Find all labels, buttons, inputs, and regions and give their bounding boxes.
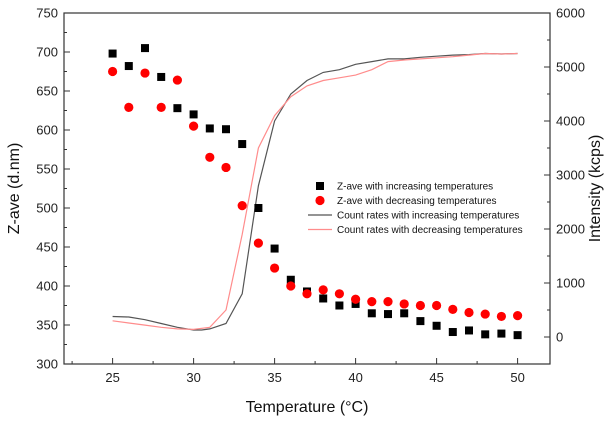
data-point-square — [286, 275, 295, 284]
data-point-circle — [496, 311, 506, 322]
data-point-square — [351, 299, 360, 308]
data-point-circle — [108, 66, 118, 77]
data-point-circle — [432, 300, 442, 311]
data-point-square — [238, 140, 247, 149]
x-tick-label: 50 — [510, 370, 524, 385]
data-point-circle — [156, 102, 166, 112]
y-tick-label: 750 — [36, 6, 58, 21]
data-point-square — [254, 204, 263, 212]
data-point-circle — [172, 75, 182, 85]
y2-tick-label: 6000 — [556, 6, 585, 21]
data-point-circle — [140, 68, 150, 78]
data-point-square — [481, 330, 490, 339]
data-point-square — [205, 124, 214, 133]
series-line-1 — [112, 52, 518, 331]
data-point-square — [141, 44, 149, 53]
data-point-circle — [189, 121, 199, 131]
data-point-circle — [448, 304, 458, 314]
y-tick-label: 700 — [36, 45, 58, 60]
data-point-circle — [415, 300, 425, 311]
data-point-square — [367, 309, 376, 318]
data-point-square — [465, 326, 473, 335]
data-point-circle — [205, 152, 215, 162]
y2-tick-label: 1000 — [556, 276, 585, 291]
data-point-square — [108, 49, 117, 58]
legend-label: Z-ave with decreasing temperatures — [337, 196, 497, 207]
y-tick-label: 350 — [36, 318, 58, 333]
legend-marker-square — [316, 182, 324, 190]
data-point-circle — [480, 309, 490, 319]
data-point-circle — [464, 307, 474, 318]
y2-tick-label: 2000 — [556, 222, 585, 237]
series-line-2 — [112, 52, 518, 331]
legend-label: Count rates with decreasing temperatures — [337, 225, 523, 236]
data-point-square — [416, 317, 425, 326]
data-point-square — [448, 328, 457, 337]
data-point-circle — [351, 294, 361, 304]
data-point-circle — [124, 102, 134, 112]
data-point-square — [384, 310, 392, 319]
y-axis-title: Z-ave (d.nm) — [6, 143, 23, 235]
y-tick-label: 400 — [36, 279, 58, 294]
y-tick-label: 600 — [36, 123, 58, 138]
x-tick-label: 35 — [267, 370, 281, 385]
legend-label: Count rates with increasing temperatures — [337, 211, 519, 222]
data-point-circle — [221, 162, 231, 173]
data-point-circle — [270, 263, 280, 273]
x-tick-label: 40 — [348, 370, 362, 385]
y-tick-label: 650 — [36, 84, 58, 99]
data-point-square — [432, 321, 441, 330]
data-point-circle — [302, 289, 312, 299]
data-point-square — [189, 110, 198, 119]
data-point-square — [222, 125, 230, 134]
legend: Z-ave with increasing temperatures Z-ave … — [308, 182, 523, 236]
data-point-circle — [334, 289, 344, 299]
data-point-circle — [318, 285, 328, 295]
y-tick-label: 500 — [36, 201, 58, 216]
data-point-circle — [383, 297, 393, 307]
data-point-square — [513, 331, 522, 340]
y2-tick-label: 0 — [556, 330, 563, 345]
data-point-square — [400, 309, 409, 318]
data-point-square — [319, 294, 328, 303]
data-point-square — [497, 329, 506, 338]
y2-tick-label: 3000 — [556, 168, 585, 183]
y2-tick-label: 4000 — [556, 114, 585, 129]
y-tick-label: 450 — [36, 240, 58, 255]
x-tick-label: 45 — [429, 370, 443, 385]
series-layer — [108, 44, 523, 340]
data-point-circle — [253, 238, 263, 248]
x-tick-label: 30 — [186, 370, 200, 385]
axes: 25 30 35 40 45 50 300 350 400 450 500 550 600 650 700 7… — [36, 6, 585, 386]
data-point-circle — [513, 311, 523, 321]
data-point-square — [124, 62, 133, 71]
y2-axis-title: Intensity (kcps) — [587, 135, 604, 243]
data-point-square — [157, 72, 166, 81]
data-point-circle — [237, 201, 247, 211]
y2-tick-label: 5000 — [556, 60, 585, 75]
x-axis-title: Temperature (°C) — [246, 399, 369, 416]
data-point-circle — [367, 297, 377, 307]
x-tick-label: 25 — [105, 370, 119, 385]
legend-marker-circle — [315, 195, 325, 206]
y-tick-label: 550 — [36, 162, 58, 177]
data-point-square — [173, 104, 182, 113]
data-point-circle — [286, 281, 296, 291]
y-tick-label: 300 — [36, 357, 58, 372]
data-point-square — [335, 301, 344, 310]
data-point-square — [270, 244, 279, 253]
data-point-circle — [399, 299, 409, 309]
legend-label: Z-ave with increasing temperatures — [337, 182, 493, 193]
